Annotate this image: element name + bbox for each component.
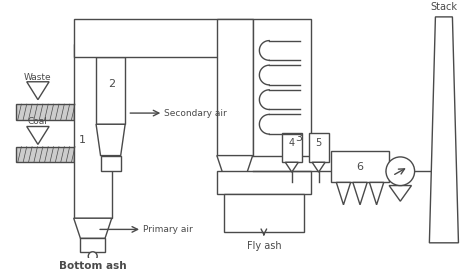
Text: Bottom ash: Bottom ash <box>59 261 127 271</box>
Polygon shape <box>27 127 49 144</box>
Bar <box>100 156 121 171</box>
Polygon shape <box>429 17 458 243</box>
Bar <box>16 147 73 162</box>
Text: Secondary air: Secondary air <box>164 109 227 118</box>
Bar <box>96 57 125 124</box>
Polygon shape <box>285 162 298 172</box>
Polygon shape <box>312 162 325 172</box>
Bar <box>331 151 389 182</box>
Bar <box>224 176 246 191</box>
Polygon shape <box>27 82 49 100</box>
Bar <box>282 133 302 162</box>
Polygon shape <box>337 182 351 205</box>
Text: Fly ash: Fly ash <box>246 241 281 251</box>
Text: 3: 3 <box>296 133 303 143</box>
Polygon shape <box>217 156 253 176</box>
Text: 1: 1 <box>79 135 86 145</box>
Bar <box>81 238 105 252</box>
Text: 6: 6 <box>356 162 364 172</box>
Bar <box>309 133 328 162</box>
Polygon shape <box>96 124 125 156</box>
Text: Primary air: Primary air <box>143 225 192 234</box>
Text: 4: 4 <box>289 138 295 149</box>
Polygon shape <box>353 182 367 205</box>
Bar <box>16 104 73 120</box>
Bar <box>217 19 253 156</box>
Circle shape <box>386 157 415 186</box>
Text: Coal: Coal <box>28 118 48 127</box>
Bar <box>73 19 253 57</box>
Text: 2: 2 <box>109 79 116 89</box>
Polygon shape <box>369 182 384 205</box>
Text: 5: 5 <box>316 138 322 149</box>
Bar <box>217 171 311 193</box>
Circle shape <box>88 252 97 261</box>
Bar <box>253 19 311 156</box>
Text: Stack: Stack <box>430 2 457 12</box>
Text: Waste: Waste <box>24 73 52 82</box>
Polygon shape <box>73 218 112 238</box>
Bar <box>73 44 112 218</box>
Bar <box>224 193 304 232</box>
Polygon shape <box>389 186 411 201</box>
